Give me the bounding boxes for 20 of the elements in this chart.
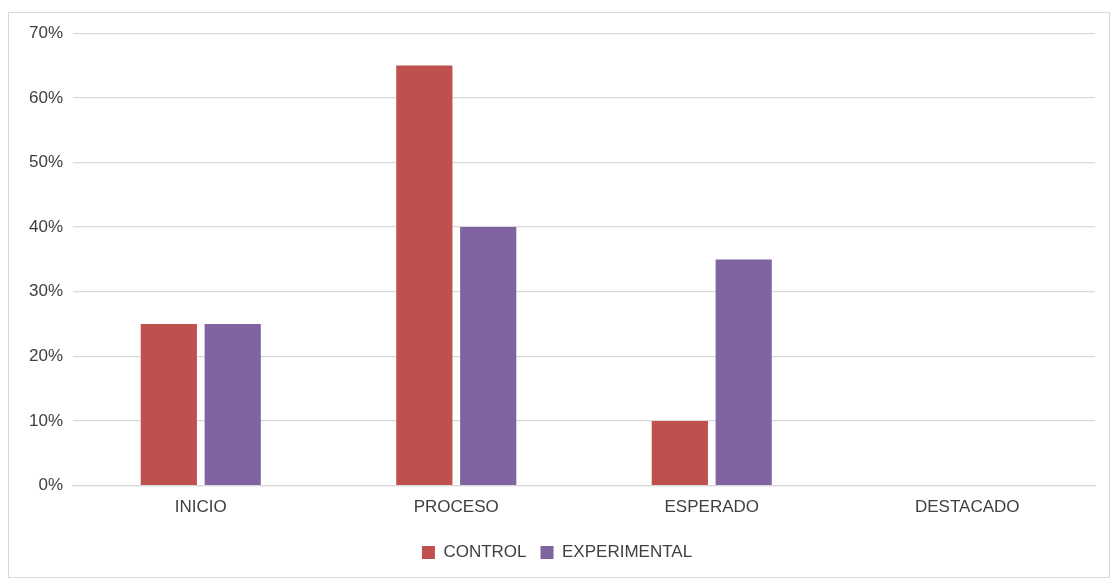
x-tick-label: DESTACADO xyxy=(914,497,1020,517)
legend-label: CONTROL xyxy=(443,542,527,562)
bar xyxy=(204,324,261,485)
bar xyxy=(651,420,708,485)
y-tick-label: 20% xyxy=(28,346,64,366)
y-tick-label: 10% xyxy=(28,410,64,430)
legend-label: EXPERIMENTAL xyxy=(562,542,693,562)
bar xyxy=(460,227,517,485)
y-tick-label: 40% xyxy=(28,216,64,236)
bar xyxy=(396,65,453,485)
x-tick-label: ESPERADO xyxy=(664,497,759,517)
x-tick-label: PROCESO xyxy=(413,497,499,517)
y-tick-label: 50% xyxy=(28,152,64,172)
y-tick-label: 70% xyxy=(28,22,64,42)
x-tick-label: INICIO xyxy=(174,497,227,517)
bar xyxy=(715,259,772,485)
y-tick-label: 0% xyxy=(38,475,64,495)
y-tick-label: 60% xyxy=(28,87,64,107)
y-tick-label: 30% xyxy=(28,281,64,301)
bar xyxy=(140,324,197,485)
